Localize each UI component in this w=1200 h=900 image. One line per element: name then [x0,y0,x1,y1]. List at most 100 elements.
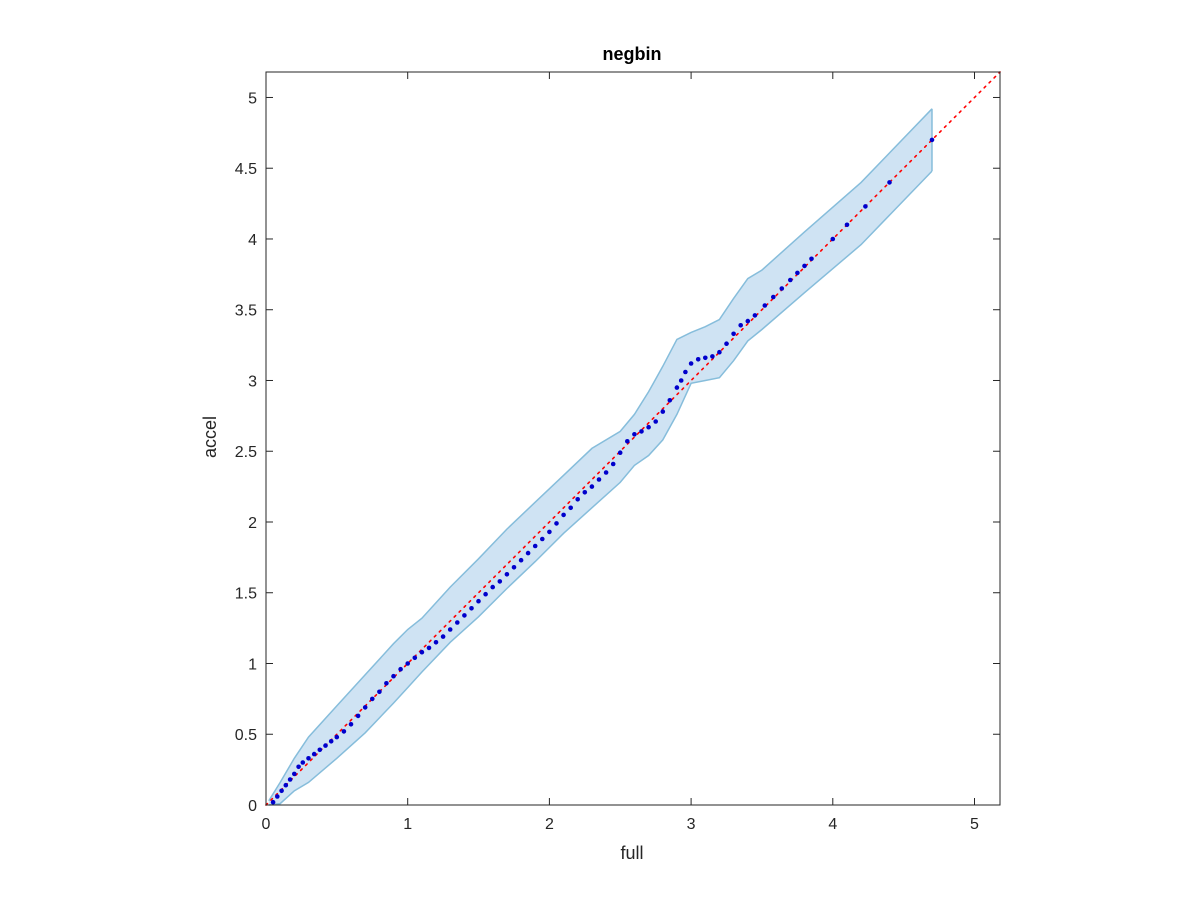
data-point [300,760,306,765]
data-point [596,477,602,482]
plot-area [265,71,1001,806]
data-point [440,634,446,639]
data-point [292,771,297,777]
data-point [511,565,517,570]
data-point [771,294,776,300]
data-point [547,529,552,535]
y-tick-label: 2 [248,515,257,532]
data-point [731,331,736,337]
data-point [462,613,467,618]
data-point [483,591,488,597]
data-point [610,461,616,467]
data-point [703,355,708,361]
data-point [525,550,531,556]
data-point [311,751,317,757]
data-point [384,681,389,686]
data-point [377,689,382,695]
data-point [617,450,623,456]
chart-title: negbin [603,44,662,64]
x-tick-label: 1 [403,816,412,833]
data-point [469,606,474,611]
band-lower-edge [268,170,933,806]
data-point [844,222,850,228]
data-point [646,424,651,430]
reference-line [265,71,1001,806]
data-point [745,318,751,324]
data-point [695,357,701,362]
data-point [490,584,496,590]
data-point [575,497,580,502]
data-point [532,543,538,549]
data-point [653,419,658,424]
data-point [802,263,807,269]
x-tick-label: 0 [262,816,271,833]
x-tick-label: 4 [828,816,837,833]
data-point [667,398,673,403]
y-tick-label: 1 [248,656,257,673]
data-point [710,354,715,359]
data-point [724,341,729,347]
data-point [678,378,684,383]
y-tick-label: 0 [248,798,257,815]
data-point [561,512,566,518]
data-point [632,432,637,437]
y-tick-label: 2.5 [235,444,257,461]
data-point [589,484,595,489]
y-tick-label: 5 [248,90,257,107]
data-point [809,256,814,262]
data-point [287,777,293,782]
data-point [296,764,301,770]
data-point [518,557,524,563]
data-point [476,598,481,604]
confidence-band [268,108,932,806]
data-point [433,640,439,645]
data-point [355,713,361,719]
data-point [447,627,453,632]
data-point [328,739,334,744]
y-tick-label: 0.5 [235,727,257,744]
axes: 0 1 2 3 4 5 0 0.5 1 1.5 2 2.5 3 3.5 4 4.5 5 [235,71,1001,833]
data-point [504,572,510,577]
y-tick-label: 3.5 [235,303,257,320]
data-point [683,369,688,375]
data-point [795,270,800,276]
y-axis-label: accel [200,416,220,458]
data-point [391,673,396,679]
data-point [334,734,340,740]
data-point [419,649,425,655]
data-point [341,729,347,734]
x-tick-label: 2 [545,816,554,833]
data-point [554,521,559,526]
data-point [362,705,368,710]
data-point [398,666,403,672]
data-point [568,505,573,511]
data-point [887,180,892,185]
data-point [717,349,722,355]
y-tick-label: 4.5 [235,161,257,178]
data-point [306,756,311,761]
data-point [412,655,418,661]
x-axis-label: full [620,843,643,863]
data-point [283,782,289,788]
data-point [688,361,694,366]
y-tick-label: 1.5 [235,586,257,603]
data-point [863,204,868,209]
data-point [660,409,666,414]
data-point [582,490,588,495]
axes-box [265,71,1001,806]
data-point [317,747,323,753]
x-tick-label: 5 [970,816,979,833]
data-point [603,470,609,475]
data-point [426,645,432,651]
data-point [540,536,545,542]
data-point [752,313,758,318]
data-point [348,722,354,727]
data-point [788,277,793,283]
data-point [639,429,644,434]
data-point [762,303,768,308]
data-point [738,323,743,328]
data-point [323,743,328,748]
data-point [275,794,280,799]
data-point [279,788,284,794]
